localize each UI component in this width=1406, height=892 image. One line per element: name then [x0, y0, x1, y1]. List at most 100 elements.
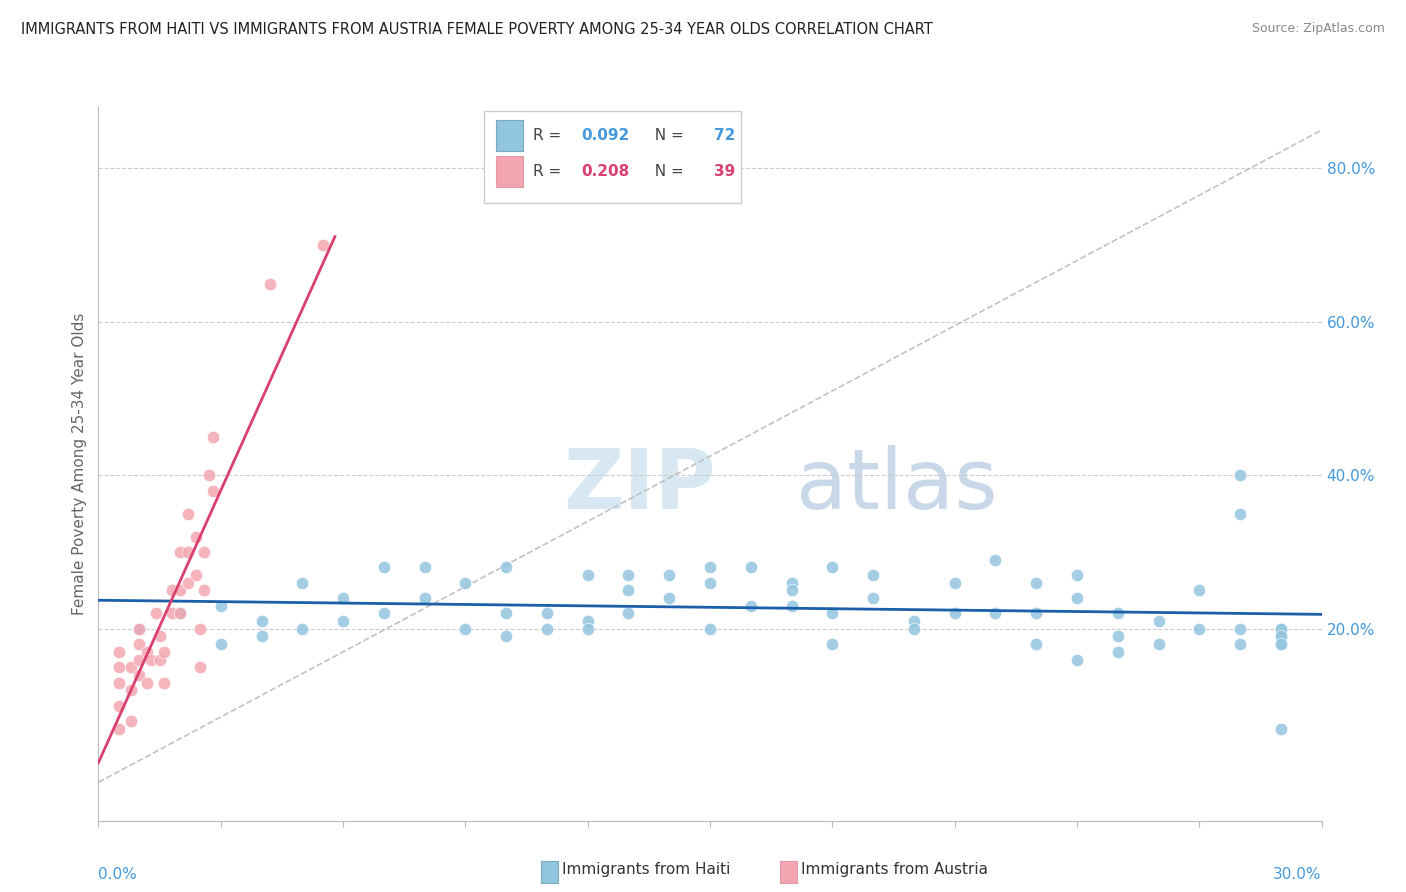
Bar	[496, 120, 523, 152]
Point	[862, 568, 884, 582]
Point	[291, 575, 314, 590]
Point	[1025, 575, 1047, 590]
Point	[454, 575, 477, 590]
Point	[576, 568, 599, 582]
Point	[1147, 637, 1170, 651]
Point	[780, 575, 803, 590]
Point	[699, 622, 721, 636]
Point	[259, 277, 281, 291]
Text: R =: R =	[533, 164, 565, 178]
Point	[821, 560, 844, 574]
Point	[373, 560, 395, 574]
Text: Immigrants from Austria: Immigrants from Austria	[801, 863, 988, 877]
Text: Immigrants from Haiti: Immigrants from Haiti	[562, 863, 731, 877]
Point	[740, 599, 762, 613]
Point	[1270, 622, 1292, 636]
Point	[177, 575, 200, 590]
Text: ZIP: ZIP	[564, 445, 716, 525]
Point	[332, 614, 354, 628]
Point	[177, 545, 200, 559]
Point	[128, 652, 150, 666]
Point	[413, 560, 436, 574]
Point	[108, 722, 131, 736]
Point	[1107, 630, 1129, 644]
Text: N =: N =	[645, 164, 689, 178]
Point	[1270, 637, 1292, 651]
FancyBboxPatch shape	[484, 111, 741, 203]
Point	[984, 607, 1007, 621]
Point	[108, 645, 131, 659]
Point	[160, 607, 183, 621]
Point	[780, 599, 803, 613]
Point	[193, 583, 215, 598]
Point	[862, 591, 884, 606]
Point	[1229, 468, 1251, 483]
Text: IMMIGRANTS FROM HAITI VS IMMIGRANTS FROM AUSTRIA FEMALE POVERTY AMONG 25-34 YEAR: IMMIGRANTS FROM HAITI VS IMMIGRANTS FROM…	[21, 22, 932, 37]
Point	[1270, 630, 1292, 644]
Point	[136, 675, 159, 690]
Point	[1270, 722, 1292, 736]
Y-axis label: Female Poverty Among 25-34 Year Olds: Female Poverty Among 25-34 Year Olds	[72, 313, 87, 615]
Point	[740, 560, 762, 574]
Point	[821, 637, 844, 651]
Point	[1066, 652, 1088, 666]
Point	[250, 614, 273, 628]
Point	[141, 652, 163, 666]
Point	[145, 607, 167, 621]
Text: Source: ZipAtlas.com: Source: ZipAtlas.com	[1251, 22, 1385, 36]
Point	[128, 622, 150, 636]
Point	[576, 614, 599, 628]
Point	[373, 607, 395, 621]
Point	[250, 630, 273, 644]
Point	[617, 583, 640, 598]
Point	[188, 660, 212, 674]
Point	[209, 599, 232, 613]
Point	[1270, 637, 1292, 651]
Text: 39: 39	[714, 164, 735, 178]
Text: N =: N =	[645, 128, 689, 143]
Point	[108, 698, 131, 713]
Point	[821, 607, 844, 621]
Point	[128, 637, 150, 651]
Point	[536, 607, 558, 621]
Point	[780, 583, 803, 598]
Point	[120, 683, 142, 698]
Point	[536, 622, 558, 636]
Point	[454, 622, 477, 636]
Point	[128, 668, 150, 682]
Text: atlas: atlas	[796, 445, 997, 525]
Point	[1270, 622, 1292, 636]
Point	[617, 607, 640, 621]
Point	[903, 622, 925, 636]
Point	[1188, 622, 1211, 636]
Point	[1107, 645, 1129, 659]
Point	[1025, 607, 1047, 621]
Text: 0.208: 0.208	[582, 164, 630, 178]
Text: R =: R =	[533, 128, 565, 143]
Point	[201, 483, 224, 498]
Point	[108, 675, 131, 690]
Point	[984, 553, 1007, 567]
Point	[177, 507, 200, 521]
Point	[209, 637, 232, 651]
Point	[1107, 607, 1129, 621]
Point	[495, 630, 517, 644]
Point	[108, 660, 131, 674]
Point	[160, 583, 183, 598]
Point	[943, 607, 966, 621]
Point	[576, 622, 599, 636]
Point	[658, 568, 681, 582]
Text: 72: 72	[714, 128, 735, 143]
Point	[332, 591, 354, 606]
Point	[193, 545, 215, 559]
Point	[186, 568, 208, 582]
Point	[1270, 630, 1292, 644]
Point	[1025, 637, 1047, 651]
Point	[149, 630, 172, 644]
Point	[699, 560, 721, 574]
Point	[188, 622, 212, 636]
Point	[136, 645, 159, 659]
Point	[699, 575, 721, 590]
Point	[1066, 591, 1088, 606]
Point	[1147, 614, 1170, 628]
